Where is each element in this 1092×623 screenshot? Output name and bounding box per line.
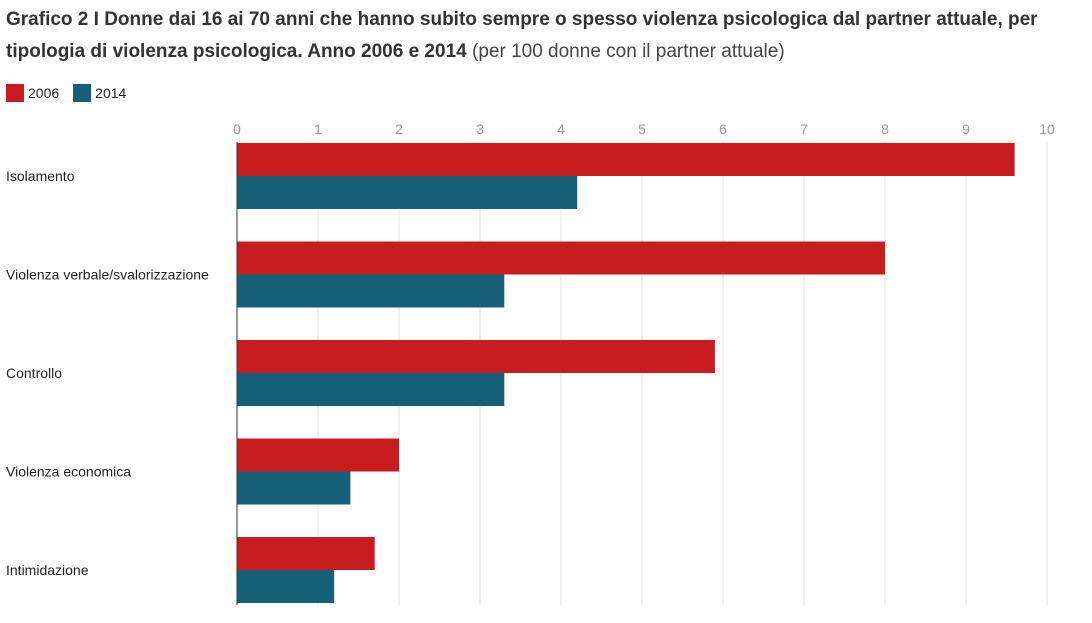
x-tick-label: 7: [800, 121, 808, 137]
legend-swatch-2014: [73, 84, 92, 102]
category-label: Controllo: [6, 365, 62, 381]
category-label: Isolamento: [6, 168, 75, 184]
bar-2006-4: [237, 537, 375, 570]
bar-2006-2: [237, 340, 715, 373]
x-tick-label: 3: [476, 121, 484, 137]
x-tick-label: 6: [719, 121, 727, 137]
chart-title: Grafico 2 I Donne dai 16 ai 70 anni che …: [6, 4, 1086, 68]
category-label: Intimidazione: [6, 562, 89, 578]
bar-2014-1: [237, 274, 505, 308]
bar-2014-3: [237, 471, 351, 505]
x-tick-label: 9: [962, 121, 970, 137]
x-tick-label: 0: [233, 121, 241, 137]
chart-legend: 2006 2014: [6, 84, 140, 102]
x-tick-label: 10: [1039, 121, 1055, 137]
legend-label-2014: 2014: [95, 85, 127, 101]
x-tick-label: 2: [395, 121, 403, 137]
chart-subtitle: (per 100 donne con il partner attuale): [472, 41, 785, 62]
x-tick-label: 4: [557, 121, 565, 137]
legend-label-2006: 2006: [28, 85, 60, 101]
bar-2006-0: [237, 143, 1015, 176]
chart-title-text: Grafico 2 I Donne dai 16 ai 70 anni che …: [6, 9, 1038, 62]
category-label: Violenza verbale/svalorizzazione: [6, 267, 209, 283]
bar-2006-1: [237, 241, 885, 275]
bar-2006-3: [237, 438, 399, 472]
bar-2014-4: [237, 570, 335, 603]
category-label: Violenza economica: [6, 464, 131, 480]
x-tick-label: 1: [314, 121, 322, 137]
x-tick-label: 5: [638, 121, 646, 137]
bar-2014-2: [237, 373, 505, 406]
legend-item-2014: 2014: [73, 84, 126, 102]
legend-swatch-2006: [6, 84, 24, 102]
bar-2014-0: [237, 176, 578, 209]
x-tick-label: 8: [881, 121, 889, 137]
legend-item-2006: 2006: [6, 84, 59, 102]
